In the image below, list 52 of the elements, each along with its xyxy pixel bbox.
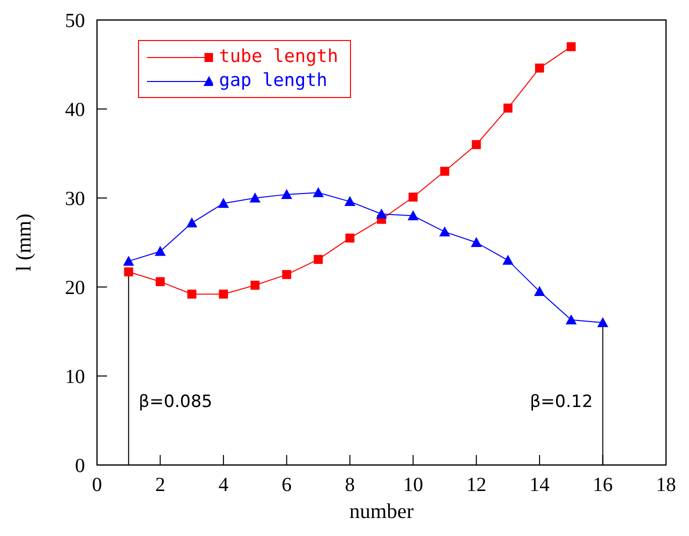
point (566, 42, 576, 52)
y-tick-label: 50 (65, 10, 85, 32)
point (502, 254, 514, 265)
y-tick-label: 30 (65, 188, 85, 210)
legend-label: tube length (218, 45, 338, 69)
point (250, 192, 261, 202)
point (250, 280, 260, 290)
point (218, 198, 229, 208)
x-tick-label: 6 (282, 474, 292, 496)
point (124, 267, 134, 276)
point (344, 196, 356, 206)
x-axis-title: number (349, 499, 414, 523)
point (440, 166, 450, 176)
annotation: β=0.085 (138, 392, 212, 412)
point (503, 104, 512, 113)
legend-label: gap length (218, 69, 328, 93)
point (472, 140, 481, 150)
point (156, 277, 165, 286)
annotation: β=0.12 (530, 392, 593, 412)
x-tick-label: 2 (155, 474, 166, 496)
point (312, 187, 324, 198)
point (282, 270, 292, 280)
point (408, 192, 418, 202)
point (566, 314, 577, 324)
point (535, 64, 544, 73)
y-tick-label: 0 (75, 455, 85, 478)
point (470, 237, 482, 247)
point (597, 317, 608, 328)
y-tick-label: 40 (65, 99, 85, 122)
point (187, 290, 196, 299)
y-tick-label: 10 (65, 366, 85, 388)
point (154, 246, 166, 256)
point (314, 254, 323, 264)
x-tick-label: 0 (92, 474, 102, 496)
point (376, 208, 387, 219)
x-tick-label: 18 (656, 474, 676, 496)
point (186, 217, 198, 228)
x-tick-label: 4 (218, 474, 228, 496)
point (123, 256, 134, 266)
x-tick-label: 16 (592, 474, 613, 496)
x-tick-label: 10 (403, 474, 424, 496)
x-tick-label: 14 (530, 474, 550, 496)
y-tick-label: 20 (65, 277, 85, 300)
point (534, 286, 546, 296)
point (408, 210, 419, 220)
point (281, 188, 292, 199)
point (345, 234, 354, 243)
y-axis-title: l (mm) (11, 214, 36, 272)
point (439, 226, 450, 236)
point (218, 290, 228, 299)
x-tick-label: 8 (344, 474, 355, 496)
x-tick-label: 12 (466, 474, 486, 496)
